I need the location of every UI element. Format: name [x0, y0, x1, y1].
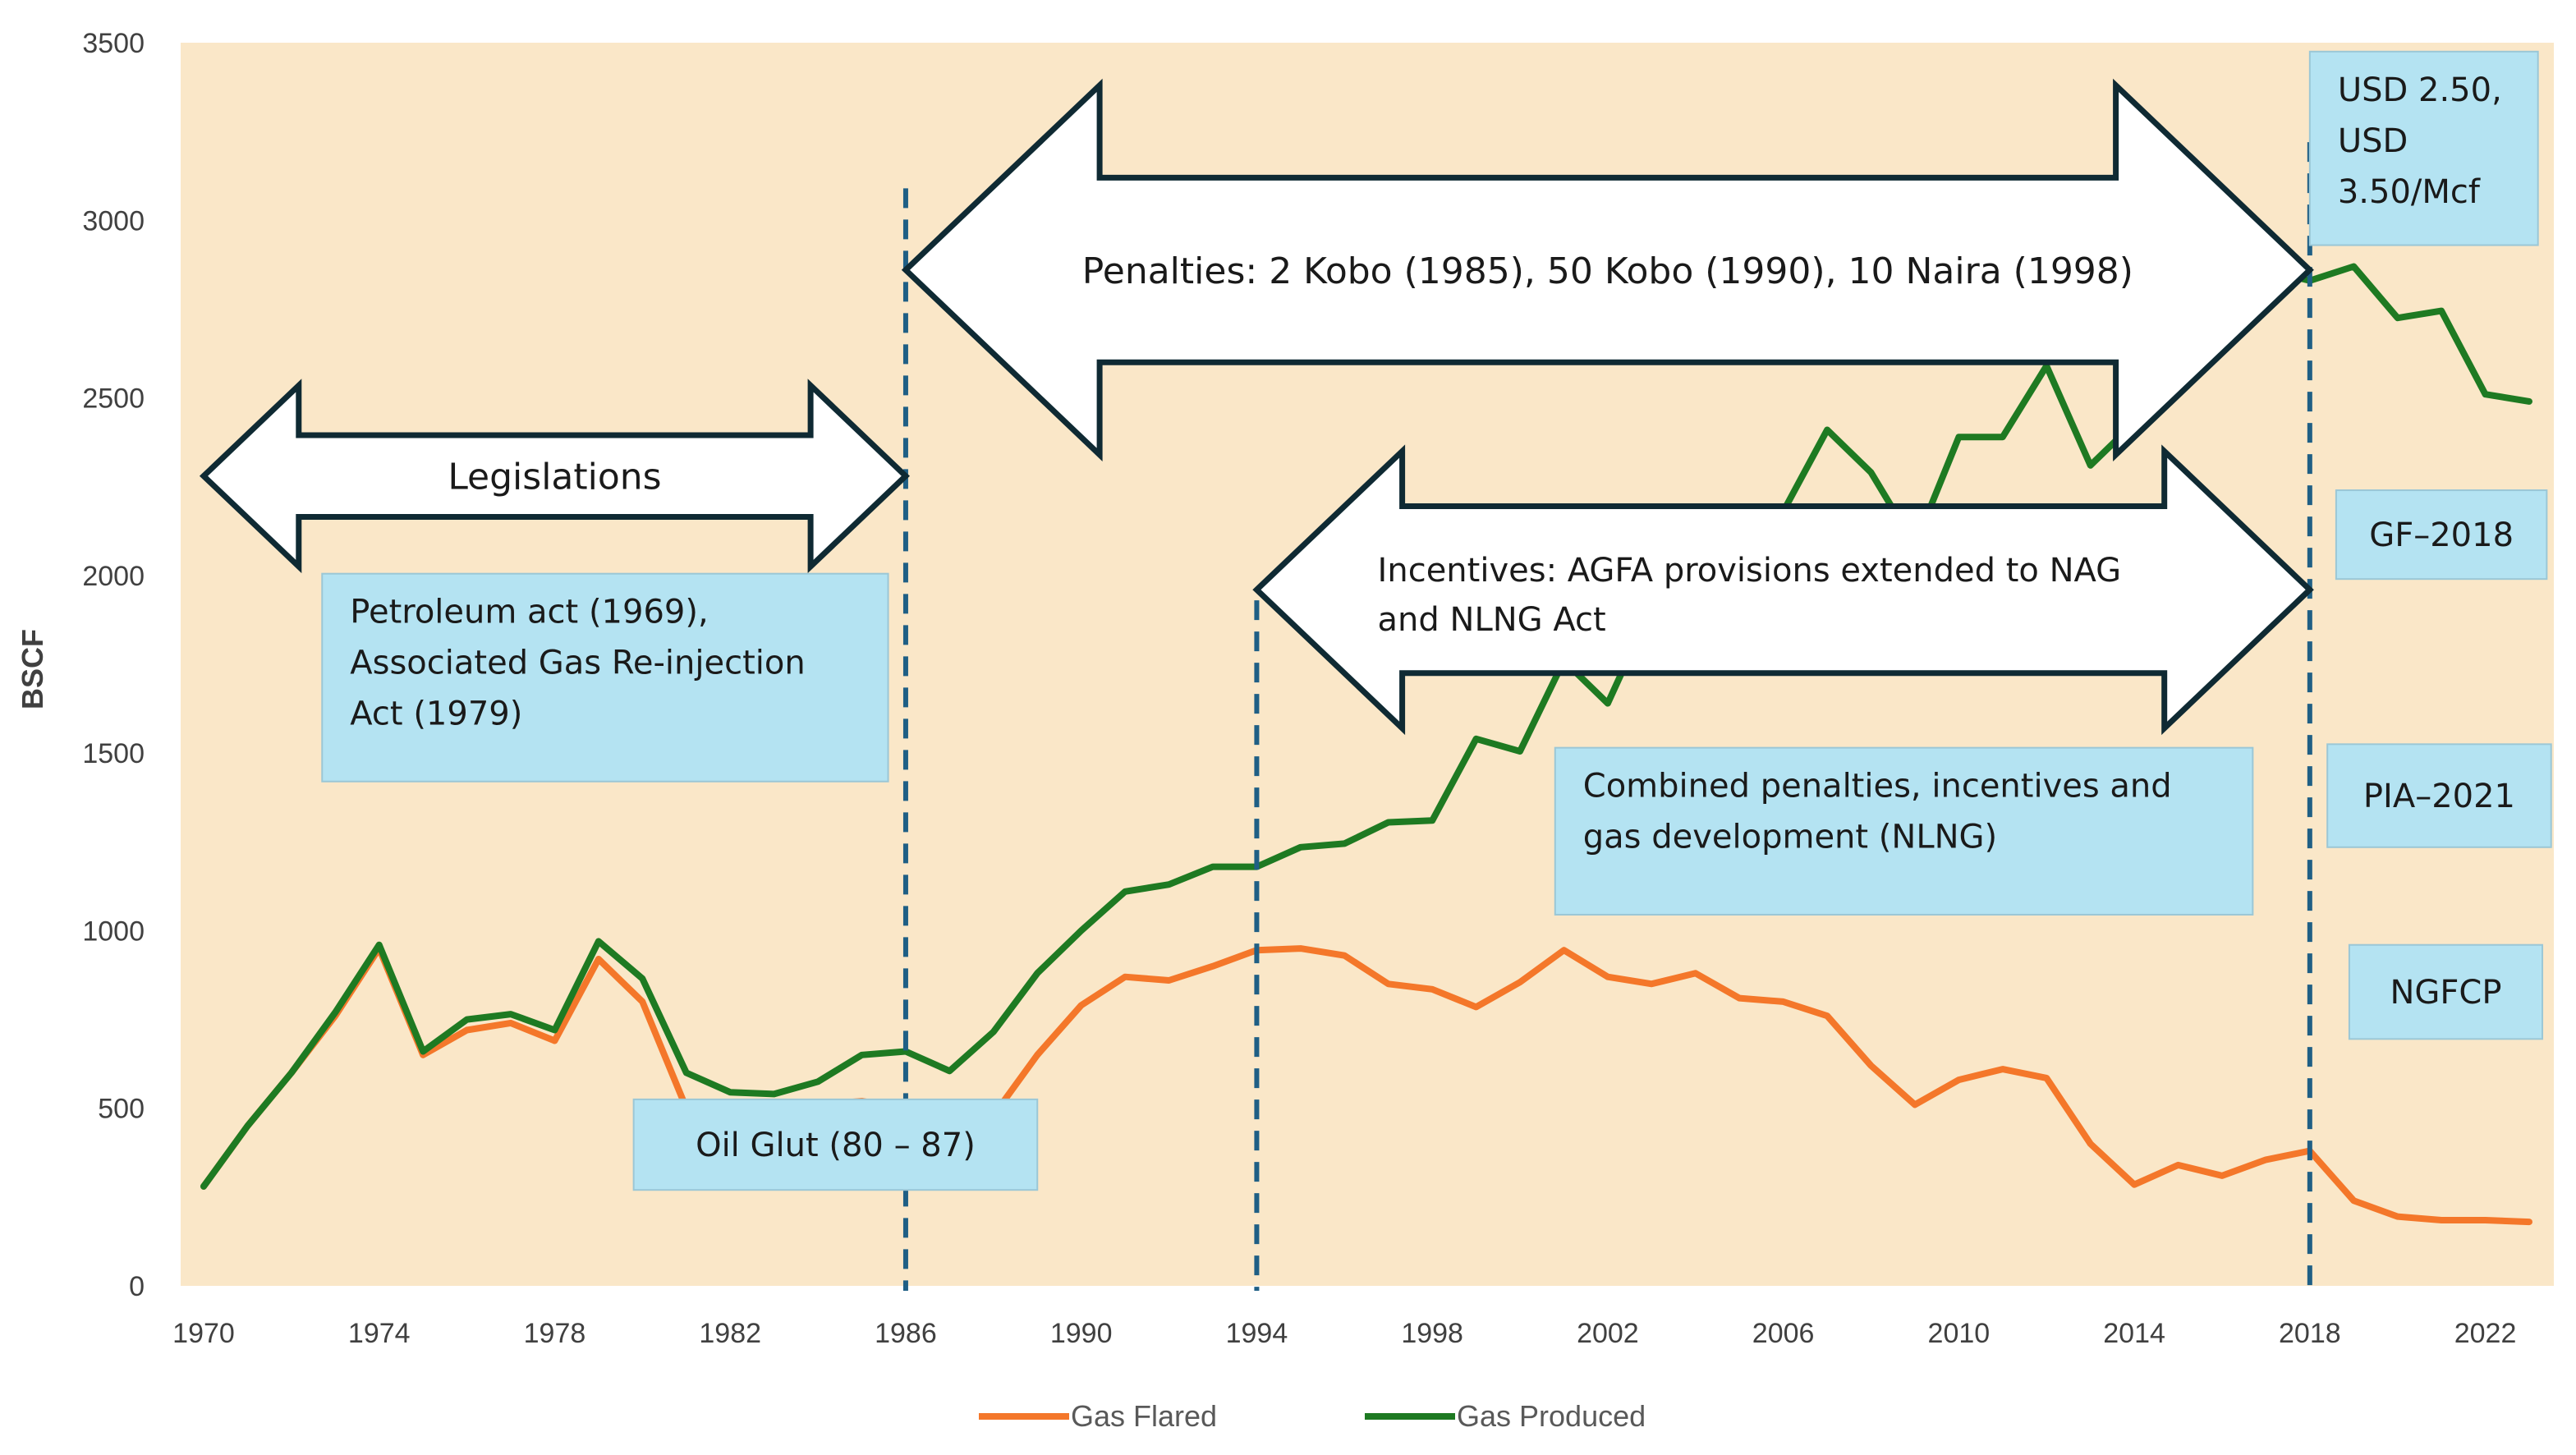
annotation-text-ngfcp: NGFCP [2390, 974, 2501, 1012]
annotation-text-petroleum-act: Petroleum act (1969), [350, 594, 708, 631]
annotation-text-petroleum-act: Act (1979) [350, 695, 522, 733]
annotation-text-petroleum-act: Associated Gas Re-injection [350, 645, 805, 682]
y-tick-label: 0 [129, 1271, 145, 1302]
y-tick-label: 1500 [82, 738, 145, 769]
legend-label: Gas Flared [1071, 1399, 1217, 1433]
x-tick-label: 1990 [1050, 1318, 1113, 1349]
annotation-text-usd-price: USD [2338, 122, 2408, 160]
x-tick-label: 2006 [1752, 1318, 1815, 1349]
annotation-text-usd-price: 3.50/Mcf [2338, 173, 2481, 211]
annotation-text-pia-2021: PIA–2021 [2363, 778, 2515, 815]
annotation-box-ngfcp [2348, 943, 2544, 1040]
x-tick-label: 1982 [699, 1318, 761, 1349]
y-tick-label: 2500 [82, 383, 145, 415]
annotation-box-pia-2021 [2326, 743, 2552, 848]
x-tick-label: 2002 [1577, 1318, 1639, 1349]
annotation-box-combined-penalties [1554, 746, 2254, 916]
y-tick-label: 3000 [82, 205, 145, 236]
annotation-box-petroleum-act [321, 572, 889, 783]
x-tick-label: 2018 [2279, 1318, 2341, 1349]
annotation-text-gf-2018: GF–2018 [2369, 516, 2514, 554]
x-tick-label: 1994 [1226, 1318, 1288, 1349]
annotation-text-oil-glut: Oil Glut (80 – 87) [696, 1127, 976, 1164]
annotation-text-combined-penalties: Combined penalties, incentives and [1583, 768, 2172, 806]
x-tick-label: 1974 [348, 1318, 411, 1349]
arrow-label-incentives: Incentives: AGFA provisions extended to … [1378, 552, 2122, 590]
arrow-penalties [901, 78, 2314, 461]
x-tick-label: 1970 [172, 1318, 235, 1349]
annotation-box-oil-glut [632, 1098, 1039, 1191]
annotation-text-usd-price: USD 2.50, [2338, 71, 2502, 109]
y-tick-label: 2000 [82, 561, 145, 592]
x-tick-label: 2014 [2103, 1318, 2165, 1349]
arrow-incentives [1252, 444, 2314, 736]
series-line-gas-flared [200, 945, 2532, 1226]
x-tick-label: 1978 [524, 1318, 586, 1349]
y-tick-label: 500 [98, 1094, 145, 1125]
y-axis-label: BSCF [16, 629, 49, 709]
annotation-text-combined-penalties: gas development (NLNG) [1583, 819, 1997, 856]
y-tick-label: 3500 [82, 28, 145, 59]
x-tick-label: 2010 [1928, 1318, 1991, 1349]
arrow-legislations [199, 379, 910, 574]
x-tick-label: 2022 [2454, 1318, 2517, 1349]
legend-label: Gas Produced [1457, 1399, 1646, 1433]
arrow-label-penalties: Penalties: 2 Kobo (1985), 50 Kobo (1990)… [1082, 250, 2133, 292]
arrow-label-incentives: and NLNG Act [1378, 601, 1606, 639]
annotation-box-gf-2018 [2335, 489, 2548, 581]
x-tick-label: 1986 [875, 1318, 937, 1349]
x-tick-label: 1998 [1401, 1318, 1463, 1349]
arrow-label-legislations: Legislations [448, 457, 661, 498]
y-tick-label: 1000 [82, 916, 145, 947]
annotation-box-usd-price [2308, 50, 2539, 246]
